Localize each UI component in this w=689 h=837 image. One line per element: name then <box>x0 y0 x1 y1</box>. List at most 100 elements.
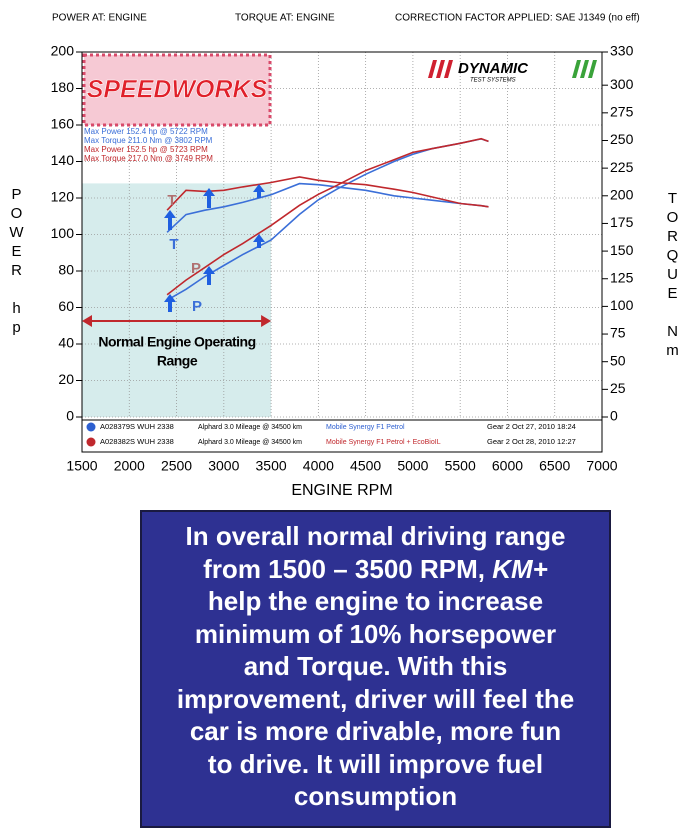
x-tick-label: 6000 <box>492 458 523 474</box>
legend-entry: Max Torque 217.0 Nm @ 3749 RPM <box>84 154 213 163</box>
series-line <box>166 176 489 211</box>
y2-tick-label: 300 <box>610 76 634 92</box>
y2-tick-label: 0 <box>610 408 618 424</box>
callout-line: help the engine to increase <box>142 585 609 618</box>
logo-text: DYNAMIC <box>458 60 529 77</box>
run-id: A028379S WUH 2338 <box>100 422 174 431</box>
y2-tick-label: 275 <box>610 104 634 120</box>
callout-line: car is more drivable, more fun <box>142 715 609 748</box>
y2-tick-label: 225 <box>610 159 634 175</box>
y-tick-label: 120 <box>51 189 75 205</box>
callout-line: improvement, driver will feel the <box>142 683 609 716</box>
header-label: POWER AT: ENGINE <box>52 13 147 24</box>
y-tick-label: 100 <box>51 225 75 241</box>
run-id: A028382S WUH 2338 <box>100 437 174 446</box>
range-label: Normal Engine Operating <box>98 334 255 350</box>
x-tick-label: 6500 <box>539 458 570 474</box>
y-tick-label: 160 <box>51 116 75 132</box>
curve-marker: T <box>169 236 178 253</box>
x-tick-label: 5500 <box>445 458 476 474</box>
callout-text: help the engine to increase <box>207 586 544 616</box>
x-tick-label: 3500 <box>256 458 287 474</box>
y-tick-label: 80 <box>58 262 74 278</box>
y-tick-label: 200 <box>51 43 75 59</box>
y2-tick-label: 50 <box>610 352 626 368</box>
x-tick-label: 5000 <box>397 458 428 474</box>
improve-arrow <box>253 184 265 198</box>
x-tick-label: 7000 <box>586 458 617 474</box>
plot-frame <box>81 51 603 453</box>
header-label: TORQUE AT: ENGINE <box>235 13 335 24</box>
callout-text: improvement, driver will feel the <box>176 683 575 714</box>
series-line <box>166 182 489 233</box>
x-tick-label: 2500 <box>161 458 192 474</box>
series-line <box>166 137 489 296</box>
callout-line: to drive. It will improve fuel <box>142 748 609 781</box>
callout-text: consumption <box>293 781 458 811</box>
header-label: CORRECTION FACTOR APPLIED: SAE J1349 (no… <box>395 13 640 24</box>
improve-arrow <box>203 188 215 208</box>
y2-tick-label: 200 <box>610 186 634 202</box>
improve-arrow <box>253 234 265 248</box>
logo-slashes <box>428 60 453 78</box>
callout-line: minimum of 10% horsepower <box>142 618 609 651</box>
y-tick-label: 40 <box>58 335 74 351</box>
x-tick-label: 2000 <box>114 458 145 474</box>
y-axis-label: POWER hp <box>8 186 25 338</box>
y2-tick-label: 75 <box>610 325 626 341</box>
y2-tick-label: 250 <box>610 131 634 147</box>
x-tick-label: 4500 <box>350 458 381 474</box>
curve-marker: T <box>167 192 176 209</box>
run-vehicle: Alphard 3.0 Mileage @ 34500 km <box>198 424 302 431</box>
y2-tick-label: 25 <box>610 380 626 396</box>
run-fuel: Mobile Synergy F1 Petrol + EcoBioIL <box>326 439 441 446</box>
x-tick-label: 4000 <box>303 458 334 474</box>
improve-arrow <box>164 294 176 312</box>
y2-tick-label: 330 <box>610 43 634 59</box>
x-tick-label: 1500 <box>66 458 97 474</box>
callout-text: car is more drivable, more fun <box>189 716 562 746</box>
y2-axis-label: TORQUE Nm <box>664 190 681 361</box>
y-tick-label: 60 <box>58 298 74 314</box>
logo-box <box>82 53 272 127</box>
chart: POWER AT: ENGINE TORQUE AT: ENGINE CORRECT… <box>51 13 640 500</box>
curve-marker: P <box>191 260 201 277</box>
x-tick-label: 3000 <box>208 458 239 474</box>
improve-arrow <box>164 210 176 230</box>
callout-text: and Torque. With this <box>243 651 508 681</box>
operating-range <box>82 183 272 417</box>
legend-entry: Max Torque 211.0 Nm @ 3802 RPM <box>84 136 213 145</box>
y2-tick-label: 175 <box>610 214 634 230</box>
y-tick-label: 20 <box>58 371 74 387</box>
callout-line: In overall normal driving range <box>142 520 609 553</box>
run-stamp: Gear 2 Oct 28, 2010 12:27 <box>487 437 576 446</box>
run-vehicle: Alphard 3.0 Mileage @ 34500 km <box>198 439 302 446</box>
y-tick-label: 140 <box>51 152 75 168</box>
range-label: Range <box>157 353 198 369</box>
y2-tick-label: 125 <box>610 269 634 285</box>
legend-entry: Max Power 152.4 hp @ 5722 RPM <box>84 127 208 136</box>
y-tick-label: 180 <box>51 79 75 95</box>
callout-line: from 1500 – 3500 RPM, KM+ <box>142 553 609 586</box>
callout-text: minimum of 10% horsepower <box>194 618 557 649</box>
legend-entry: Max Power 152.5 hp @ 5723 RPM <box>84 145 208 154</box>
callout-text: In overall normal driving range <box>185 521 566 551</box>
run-fuel: Mobile Synergy F1 Petrol <box>326 424 405 431</box>
callout-emphasis: KM+ <box>492 553 548 584</box>
legend-swatch <box>86 422 96 432</box>
logo-subtext: TEST SYSTEMS <box>470 78 516 84</box>
callout: In overall normal driving range from 1500… <box>140 510 611 828</box>
improve-arrow <box>203 266 215 285</box>
y-tick-label: 0 <box>66 408 74 424</box>
y2-tick-label: 150 <box>610 242 634 258</box>
x-axis-label: ENGINE RPM <box>291 482 392 499</box>
callout-line: consumption <box>142 780 609 813</box>
callout-text: from 1500 – 3500 RPM, <box>203 553 485 584</box>
legend-swatch <box>86 437 96 447</box>
logo-slashes <box>572 60 597 78</box>
callout-text: to drive. It will improve fuel <box>207 748 544 779</box>
curve-marker: P <box>192 298 202 315</box>
logo-text: SPEEDWORKS <box>87 76 268 104</box>
callout-line: and Torque. With this <box>142 650 609 683</box>
